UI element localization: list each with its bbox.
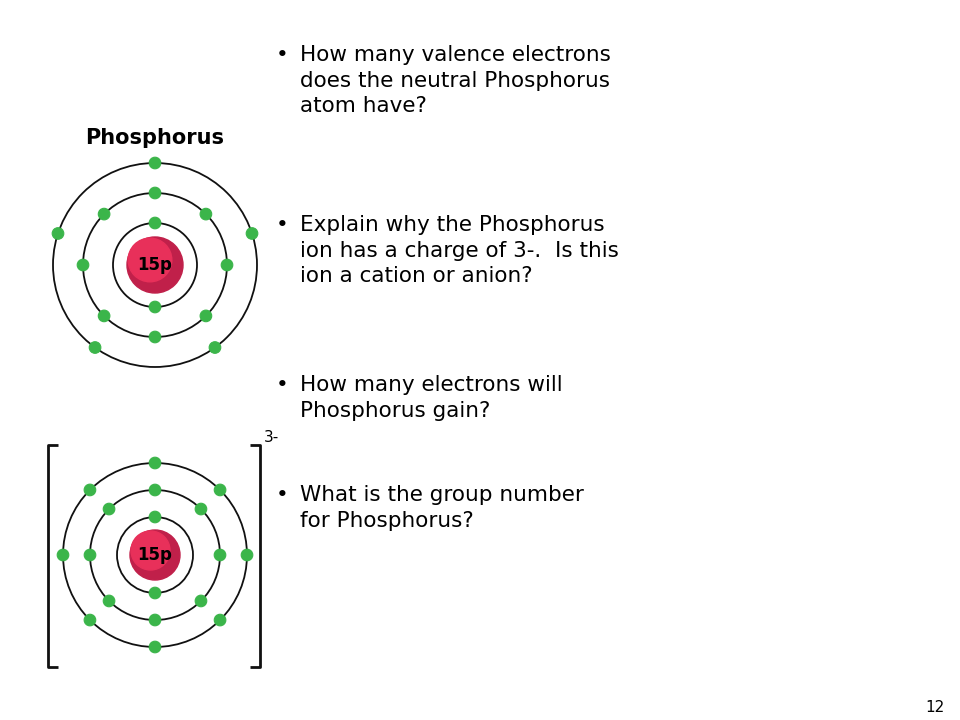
Text: 3-: 3- (264, 430, 279, 445)
Circle shape (149, 511, 161, 523)
Text: •: • (276, 485, 288, 505)
Text: •: • (276, 215, 288, 235)
Text: Explain why the Phosphorus
ion has a charge of 3-.  Is this
ion a cation or anio: Explain why the Phosphorus ion has a cha… (300, 215, 619, 287)
Text: •: • (276, 45, 288, 65)
Circle shape (131, 531, 170, 570)
Circle shape (98, 208, 109, 220)
Circle shape (200, 310, 212, 322)
Circle shape (104, 595, 115, 607)
Circle shape (149, 588, 161, 599)
Text: •: • (276, 375, 288, 395)
Circle shape (84, 549, 96, 561)
Text: Phosphorus: Phosphorus (85, 128, 225, 148)
Circle shape (149, 642, 161, 653)
Text: How many valence electrons
does the neutral Phosphorus
atom have?: How many valence electrons does the neut… (300, 45, 611, 116)
Circle shape (149, 217, 161, 229)
Circle shape (221, 259, 233, 271)
Circle shape (89, 342, 101, 354)
Circle shape (149, 187, 161, 199)
Circle shape (104, 503, 115, 515)
Text: What is the group number
for Phosphorus?: What is the group number for Phosphorus? (300, 485, 584, 531)
Text: How many electrons will
Phosphorus gain?: How many electrons will Phosphorus gain? (300, 375, 563, 420)
Circle shape (58, 549, 69, 561)
Circle shape (149, 457, 161, 469)
Circle shape (84, 614, 96, 626)
Circle shape (246, 228, 258, 239)
Circle shape (130, 530, 180, 580)
Circle shape (214, 549, 226, 561)
Circle shape (127, 237, 183, 293)
Circle shape (98, 310, 109, 322)
Circle shape (214, 614, 226, 626)
Circle shape (149, 614, 161, 626)
Circle shape (77, 259, 89, 271)
Circle shape (209, 342, 221, 354)
Text: 12: 12 (925, 701, 945, 716)
Text: 15p: 15p (137, 256, 173, 274)
Circle shape (195, 595, 206, 607)
Text: 15p: 15p (137, 546, 173, 564)
Circle shape (84, 484, 96, 496)
Circle shape (128, 238, 172, 282)
Circle shape (52, 228, 63, 239)
Circle shape (149, 485, 161, 496)
Circle shape (200, 208, 212, 220)
Circle shape (149, 157, 161, 168)
Circle shape (149, 331, 161, 343)
Circle shape (149, 301, 161, 312)
Circle shape (241, 549, 252, 561)
Circle shape (214, 484, 226, 496)
Circle shape (195, 503, 206, 515)
